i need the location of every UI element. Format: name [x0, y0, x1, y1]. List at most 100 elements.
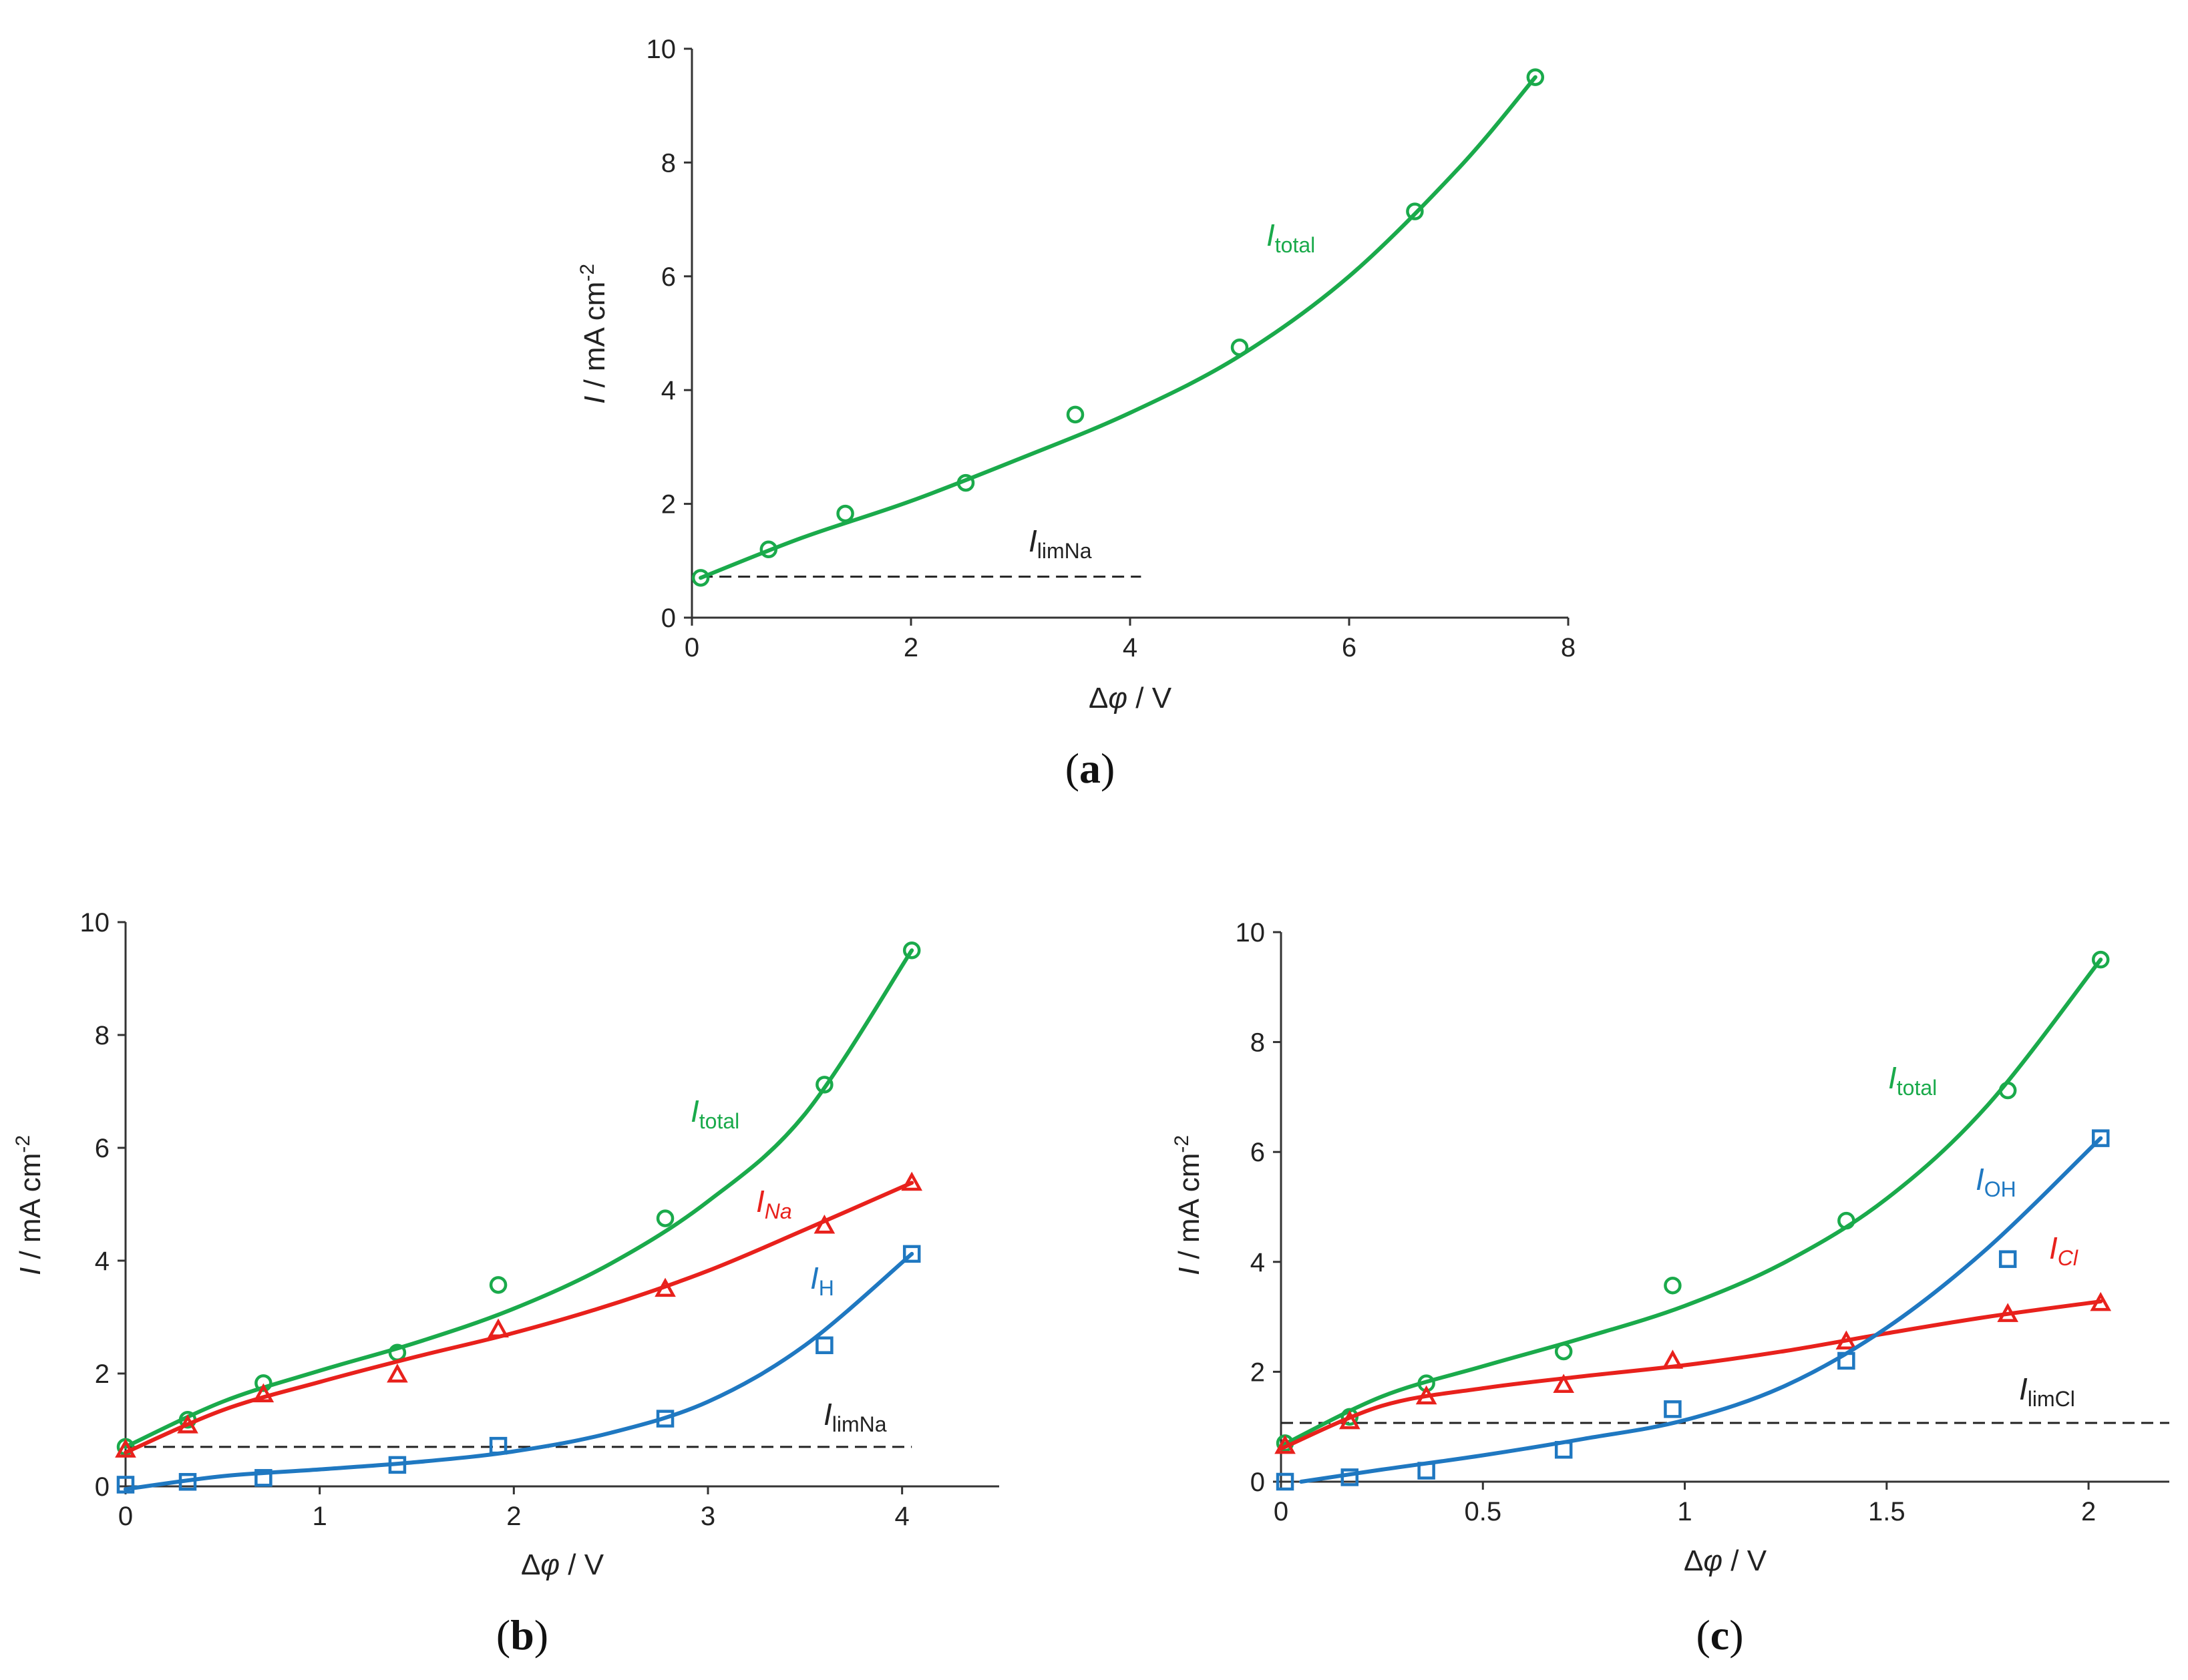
- y-axis-label: I / mA cm-2: [12, 1135, 47, 1275]
- series-line-INa: [124, 1181, 914, 1455]
- data-point-ICl: [2090, 1291, 2112, 1311]
- x-tick-label: 0: [118, 1502, 133, 1531]
- x-tick-label: 0: [685, 633, 699, 662]
- data-point-Itotal: [902, 941, 921, 960]
- chart-panel-a: 0 2 4 6 8 10 0 2 4 6 8 Δφ / V I / mA cm-2 IlimNa Itota…: [576, 35, 1576, 792]
- data-point-IOH: [1664, 1400, 1682, 1418]
- data-point-Itotal: [2091, 950, 2110, 969]
- y-tick-label: 0: [1250, 1468, 1265, 1497]
- y-axis-label: I / mA cm-2: [1171, 1135, 1206, 1275]
- limiting-current-label: IlimCl: [2019, 1372, 2075, 1411]
- data-point-IH: [116, 1476, 135, 1494]
- data-point-ICl: [1338, 1410, 1360, 1430]
- data-point-INa: [813, 1214, 836, 1234]
- x-tick-label: 4: [1123, 633, 1137, 662]
- y-tick-label: 6: [661, 262, 676, 292]
- y-tick-label: 8: [1250, 1028, 1265, 1058]
- data-point-Itotal: [254, 1374, 272, 1392]
- y-tick-label: 4: [95, 1247, 110, 1276]
- data-point-INa: [177, 1414, 198, 1434]
- series-label-IOH: IOH: [1976, 1162, 2016, 1201]
- data-point-Itotal: [836, 504, 854, 523]
- y-axis-label: I / mA cm-2: [576, 264, 611, 404]
- data-point-ICl: [1835, 1330, 1857, 1349]
- data-point-Itotal: [1554, 1342, 1573, 1361]
- data-point-IOH: [1837, 1351, 1855, 1370]
- data-point-IH: [178, 1472, 197, 1491]
- y-tick-label: 8: [661, 148, 676, 178]
- data-point-Itotal: [656, 1209, 675, 1227]
- y-tick-label: 10: [647, 35, 677, 64]
- x-tick-label: 2: [506, 1502, 521, 1531]
- x-tick-label: 0: [1274, 1497, 1288, 1526]
- series-label-INa: INa: [756, 1184, 792, 1223]
- data-point-IH: [656, 1410, 675, 1428]
- data-point-Itotal: [1066, 405, 1085, 424]
- x-axis-label: Δφ / V: [521, 1548, 604, 1581]
- series-line-ICl: [1279, 1299, 2103, 1451]
- panel-label: (c): [1696, 1611, 1743, 1659]
- series-label-Itotal: Itotal: [1888, 1060, 1937, 1100]
- series-line-Itotal: [1279, 958, 2103, 1448]
- data-point-Itotal: [759, 540, 778, 559]
- y-tick-label: 6: [1250, 1138, 1265, 1167]
- data-point-INa: [901, 1171, 923, 1191]
- data-point-ICl: [1997, 1303, 2019, 1322]
- data-point-IOH: [1998, 1250, 2017, 1268]
- chart-panel-b: 0 2 4 6 8 10 0 1 2 3 4 Δφ / V I / mA cm-2 IlimNa Itota…: [12, 908, 999, 1659]
- data-point-IH: [388, 1456, 407, 1474]
- data-point-IH: [815, 1336, 834, 1354]
- x-tick-label: 3: [701, 1502, 715, 1531]
- data-point-ICl: [1274, 1434, 1296, 1454]
- y-tick-label: 6: [95, 1134, 110, 1163]
- series-line-Itotal: [124, 948, 914, 1449]
- x-tick-label: 1: [313, 1502, 327, 1531]
- data-point-Itotal: [1526, 68, 1545, 86]
- y-tick-label: 0: [661, 604, 676, 633]
- y-tick-label: 2: [95, 1359, 110, 1389]
- chart-panel-c: 0 2 4 6 8 10 0 0.5 1 1.5 2 Δφ / V I / mA cm-2 IlimCl I…: [1171, 918, 2169, 1659]
- series-line-IH: [124, 1251, 914, 1492]
- y-tick-label: 4: [1250, 1248, 1265, 1277]
- y-tick-label: 10: [80, 908, 110, 937]
- x-tick-label: 0.5: [1464, 1497, 1501, 1526]
- data-point-ICl: [1415, 1385, 1437, 1405]
- data-point-Itotal: [1406, 202, 1424, 220]
- panel-label: (b): [496, 1611, 548, 1659]
- limiting-current-label: IlimNa: [824, 1397, 887, 1436]
- y-tick-label: 4: [661, 376, 676, 405]
- x-tick-label: 2: [904, 633, 918, 662]
- limiting-current-label: IlimNa: [1029, 523, 1092, 563]
- y-tick-label: 8: [95, 1021, 110, 1050]
- series-label-Itotal: Itotal: [691, 1094, 739, 1133]
- x-tick-label: 8: [1561, 633, 1576, 662]
- x-tick-label: 1.5: [1868, 1497, 1905, 1526]
- data-point-IOH: [1340, 1468, 1359, 1486]
- data-point-Itotal: [815, 1076, 834, 1094]
- data-point-INa: [655, 1277, 676, 1297]
- data-point-IOH: [1276, 1472, 1294, 1491]
- data-point-Itotal: [691, 569, 710, 587]
- data-point-IH: [902, 1245, 921, 1263]
- data-point-IH: [254, 1469, 272, 1487]
- data-point-Itotal: [1664, 1276, 1682, 1295]
- data-point-INa: [252, 1383, 275, 1403]
- data-point-Itotal: [489, 1276, 508, 1294]
- series-label-IH: IH: [810, 1261, 834, 1300]
- data-point-INa: [387, 1363, 408, 1383]
- x-axis-label: Δφ / V: [1089, 682, 1172, 714]
- data-point-IOH: [2091, 1129, 2110, 1147]
- data-point-Itotal: [956, 473, 975, 492]
- data-point-ICl: [1662, 1349, 1684, 1369]
- data-point-ICl: [1553, 1374, 1575, 1394]
- panel-label: (a): [1065, 745, 1115, 792]
- data-point-Itotal: [1998, 1081, 2017, 1100]
- y-tick-label: 0: [95, 1472, 110, 1502]
- data-point-INa: [488, 1318, 509, 1337]
- data-point-INa: [115, 1438, 136, 1458]
- data-point-Itotal: [1230, 339, 1249, 357]
- data-point-Itotal: [1837, 1211, 1855, 1230]
- series-label-ICl: ICl: [2049, 1231, 2078, 1270]
- data-point-IOH: [1417, 1462, 1435, 1480]
